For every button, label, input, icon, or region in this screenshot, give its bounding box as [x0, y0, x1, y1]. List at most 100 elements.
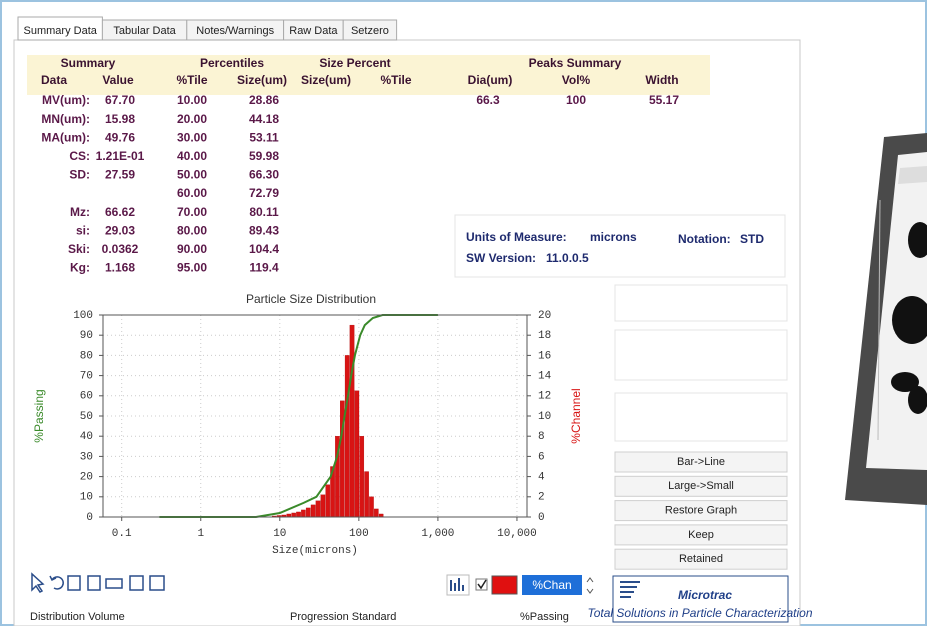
y-tick-label: 60	[80, 391, 93, 403]
column-header: Size(um)	[301, 73, 351, 87]
histogram-bar	[364, 472, 368, 517]
summary-label: CS:	[69, 149, 90, 163]
y-tick-label: 50	[80, 411, 93, 423]
percentile-size: 80.11	[249, 205, 279, 219]
tab-label: Tabular Data	[113, 25, 176, 37]
percentile-size: 72.79	[249, 186, 279, 200]
y-tick-label: 90	[80, 330, 93, 342]
peak-value: 55.17	[649, 93, 679, 107]
button-label: Retained	[679, 553, 723, 565]
y2-tick-label: 18	[538, 330, 551, 342]
histogram-bar	[355, 391, 359, 517]
summary-label: MN(um):	[41, 112, 90, 126]
x-tick-label: 1,000	[421, 528, 454, 540]
y2-tick-label: 14	[538, 371, 552, 383]
status-text: Distribution Volume	[30, 611, 125, 623]
tab-label: Setzero	[351, 25, 389, 37]
y2-tick-label: 4	[538, 472, 545, 484]
button-label: Large->Small	[668, 480, 734, 492]
screenshot: %Chan Microtrac Total Solutions in Parti…	[0, 0, 927, 626]
y2-tick-label: 12	[538, 391, 551, 403]
peak-value: 66.3	[476, 93, 500, 107]
percentile-tile: 50.00	[177, 168, 207, 182]
summary-label: Ski:	[68, 242, 90, 256]
percentile-size: 89.43	[249, 223, 279, 237]
y2-tick-label: 0	[538, 512, 545, 524]
column-header: Vol%	[562, 73, 591, 87]
summary-value: 27.59	[105, 168, 135, 182]
y-tick-label: 70	[80, 371, 93, 383]
histogram-bar	[301, 510, 305, 517]
group-header: Size Percent	[319, 56, 390, 70]
summary-value: 1.168	[105, 261, 135, 275]
summary-value: 15.98	[105, 112, 135, 126]
histogram-bar	[374, 509, 378, 517]
info-label: Notation:	[678, 232, 731, 246]
histogram-bar	[311, 505, 315, 517]
empty-box	[615, 393, 787, 441]
x-tick-label: 10,000	[497, 528, 537, 540]
tab-label: Raw Data	[289, 25, 338, 37]
column-header: Size(um)	[237, 73, 287, 87]
logo-tagline: Total Solutions in Particle Characteriza…	[587, 606, 812, 620]
info-value: 11.0.0.5	[546, 251, 589, 265]
histogram-bar	[321, 495, 325, 517]
tab-label: Notes/Warnings	[196, 25, 274, 37]
y2-axis-label: %Channel	[569, 388, 583, 443]
summary-value: 1.21E-01	[96, 149, 145, 163]
y-tick-label: 40	[80, 431, 93, 443]
info-value: microns	[590, 230, 637, 244]
percentile-tile: 70.00	[177, 205, 207, 219]
column-header: Value	[102, 73, 134, 87]
percentile-tile: 80.00	[177, 223, 207, 237]
x-axis-label: Size(microns)	[272, 545, 358, 557]
info-label: Units of Measure:	[466, 230, 567, 244]
percentile-tile: 90.00	[177, 242, 207, 256]
x-tick-label: 100	[349, 528, 369, 540]
percentile-size: 28.86	[249, 93, 279, 107]
empty-box	[615, 285, 787, 321]
percentile-tile: 60.00	[177, 186, 207, 200]
status-text: %Passing	[520, 611, 569, 623]
histogram-bar	[316, 501, 320, 517]
percentile-tile: 10.00	[177, 93, 207, 107]
summary-label: SD:	[69, 168, 90, 182]
y2-tick-label: 20	[538, 310, 551, 322]
percentile-tile: 30.00	[177, 130, 207, 144]
histogram-bar	[296, 512, 300, 517]
y-tick-label: 100	[73, 310, 93, 322]
histogram-bar	[292, 513, 296, 517]
info-box	[455, 215, 785, 277]
y-tick-label: 20	[80, 472, 93, 484]
color-swatch[interactable]	[492, 576, 517, 594]
y2-tick-label: 6	[538, 451, 545, 463]
histogram-bar	[306, 508, 310, 517]
group-header: Summary	[61, 56, 116, 70]
percentile-size: 104.4	[249, 242, 279, 256]
column-header: Data	[41, 73, 67, 87]
peak-value: 100	[566, 93, 586, 107]
y-axis-label: %Passing	[32, 389, 46, 442]
y-tick-label: 30	[80, 451, 93, 463]
percentile-size: 119.4	[249, 261, 279, 275]
column-header: %Tile	[176, 73, 207, 87]
summary-label: MA(um):	[41, 130, 90, 144]
status-text: Progression Standard	[290, 611, 396, 623]
y2-tick-label: 2	[538, 492, 545, 504]
percentile-size: 66.30	[249, 168, 279, 182]
info-value: STD	[740, 232, 764, 246]
percentile-tile: 40.00	[177, 149, 207, 163]
histogram-bar	[326, 485, 330, 517]
histogram-bar	[360, 436, 364, 517]
chart-title: Particle Size Distribution	[246, 292, 376, 306]
empty-box	[615, 330, 787, 380]
summary-value: 66.62	[105, 205, 135, 219]
x-tick-label: 10	[273, 528, 286, 540]
summary-value: 49.76	[105, 130, 135, 144]
info-label: SW Version:	[466, 251, 536, 265]
column-header: Dia(um)	[468, 73, 513, 87]
x-tick-label: 0.1	[112, 528, 132, 540]
y2-tick-label: 8	[538, 431, 545, 443]
summary-value: 67.70	[105, 93, 135, 107]
percentile-tile: 95.00	[177, 261, 207, 275]
